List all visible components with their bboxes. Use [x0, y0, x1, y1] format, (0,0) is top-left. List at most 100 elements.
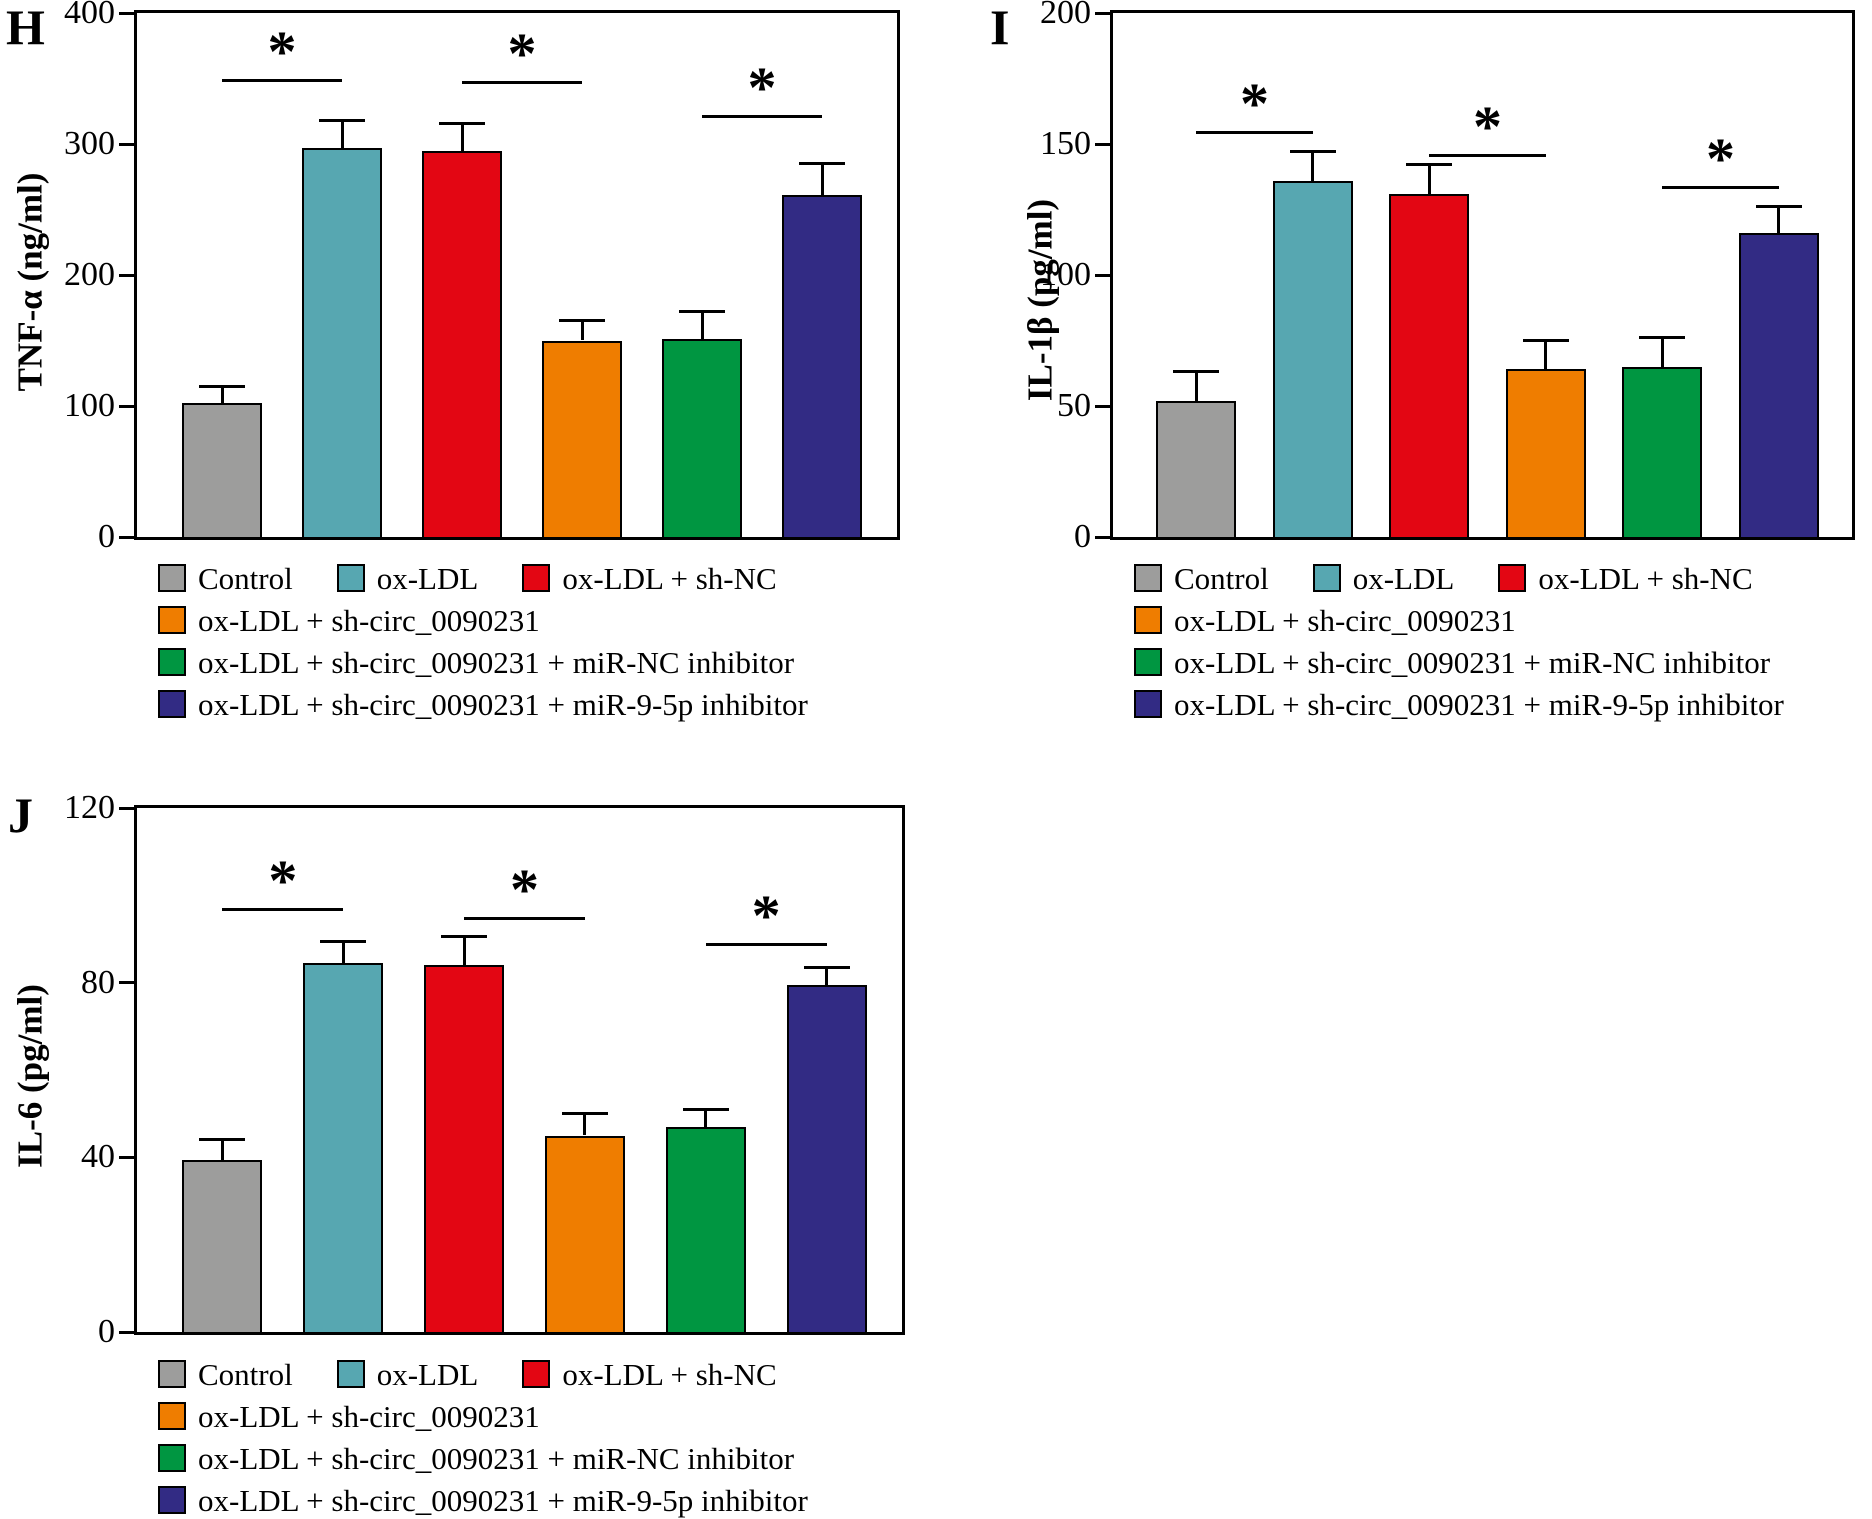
legend-label: ox-LDL + sh-NC [1538, 560, 1753, 596]
error-bar-line [580, 320, 584, 341]
legend-swatch-red [522, 1360, 551, 1388]
y-tick-label: 400 [64, 0, 115, 31]
legend-entry: ox-LDL + sh-NC [1498, 560, 1753, 596]
legend-swatch-gray [158, 1360, 186, 1388]
y-tick-mark [119, 981, 134, 985]
bar-orange [1505, 369, 1586, 537]
legend-label: ox-LDL + sh-circ_0090231 + miR-9-5p inhi… [1174, 686, 1784, 722]
error-bar-line [704, 1109, 708, 1127]
bar-orange [544, 1135, 625, 1332]
y-tick-mark [1095, 535, 1110, 539]
error-bar-cap [319, 118, 365, 122]
legend-entry: ox-LDL [336, 560, 479, 596]
bar-green [662, 339, 742, 537]
legend-label: ox-LDL + sh-circ_0090231 [198, 1398, 540, 1434]
legend-label: ox-LDL [1352, 560, 1455, 596]
significance-asterisk: * [1706, 125, 1735, 191]
legend-entry: ox-LDL + sh-NC [522, 563, 777, 594]
panel-letter-J: J [8, 787, 33, 843]
legend-entry: ox-LDL + sh-circ_0090231 + miR-9-5p inhi… [158, 1485, 808, 1516]
plot-area-I: 0 50 100 150 200 * * * [1040, 0, 1855, 554]
legend-row: Control ox-LDL ox-LDL + sh-NC [158, 1358, 808, 1390]
significance-line [222, 908, 344, 912]
legend-entry: ox-LDL + sh-NC [522, 1359, 777, 1390]
error-bar-cap [679, 310, 725, 314]
legend-row: ox-LDL + sh-circ_0090231 + miR-9-5p inhi… [1134, 688, 1784, 720]
legend-entry: ox-LDL [336, 1356, 479, 1392]
error-bar-line [1311, 151, 1315, 181]
y-tick-mark [119, 1155, 134, 1159]
y-tick-mark [1095, 11, 1110, 15]
legend-swatch-orange [1134, 606, 1162, 634]
legend-row: ox-LDL + sh-circ_0090231 [158, 604, 808, 636]
bar-red [424, 965, 505, 1332]
significance-line [702, 115, 822, 119]
y-tick-mark [119, 535, 134, 539]
significance-asterisk: * [1240, 70, 1269, 136]
legend-swatch-orange [158, 1402, 186, 1430]
error-bar-line [462, 936, 466, 966]
legend-entry: Control [158, 1359, 293, 1390]
legend-label: ox-LDL [376, 560, 479, 596]
legend-swatch-teal [336, 564, 365, 592]
bar-teal [302, 147, 382, 537]
error-bar-cap [803, 965, 850, 969]
significance-line [462, 81, 582, 85]
legend-label: ox-LDL + sh-circ_0090231 + miR-NC inhibi… [198, 1440, 795, 1476]
panel-letter-I: I [990, 0, 1010, 55]
y-tick-label: 150 [1040, 125, 1091, 162]
panel-letter-H: H [6, 0, 45, 55]
significance-line [464, 917, 585, 921]
legend-row: ox-LDL + sh-circ_0090231 + miR-NC inhibi… [158, 1442, 808, 1474]
legend-row: ox-LDL + sh-circ_0090231 + miR-NC inhibi… [1134, 646, 1784, 678]
significance-asterisk: * [268, 848, 298, 914]
error-bar-line [1544, 340, 1548, 370]
legend-swatch-orange [158, 606, 186, 634]
error-bar-cap [320, 939, 367, 943]
bar-gray [182, 403, 262, 537]
error-bar-line [340, 120, 344, 148]
error-bar-line [341, 941, 345, 963]
y-tick-mark [119, 404, 134, 408]
legend-entry: ox-LDL + sh-circ_0090231 [158, 1401, 540, 1432]
y-tick-mark [1095, 142, 1110, 146]
legend-row: ox-LDL + sh-circ_0090231 [1134, 604, 1784, 636]
legend-swatch-red [522, 564, 551, 592]
legend-row: ox-LDL + sh-circ_0090231 [158, 1400, 808, 1432]
legend-swatch-navy [1134, 690, 1162, 718]
y-tick-label: 200 [1040, 0, 1091, 31]
legend-label: ox-LDL + sh-circ_0090231 + miR-NC inhibi… [198, 644, 795, 680]
error-bar-cap [439, 121, 485, 125]
significance-asterisk: * [507, 21, 537, 87]
legend-swatch-gray [158, 564, 186, 592]
error-bar-line [220, 386, 224, 404]
legend-row: Control ox-LDL ox-LDL + sh-NC [1134, 562, 1784, 594]
plot-area-J: 0 40 80 120 * * * [64, 791, 905, 1349]
y-tick-label: 120 [64, 789, 115, 826]
error-bar-cap [1289, 150, 1336, 154]
legend-swatch-gray [1134, 564, 1162, 592]
significance-asterisk: * [510, 857, 539, 923]
significance-line [1196, 130, 1313, 134]
error-bar-line [583, 1113, 587, 1136]
legend-row: Control ox-LDL ox-LDL + sh-NC [158, 562, 808, 594]
bar-green [665, 1126, 746, 1332]
y-tick-label: 0 [98, 518, 115, 555]
legend-swatch-navy [158, 690, 186, 718]
error-bar-line [1427, 164, 1431, 194]
legend-entry: ox-LDL + sh-circ_0090231 [158, 605, 540, 636]
legend-label: ox-LDL + sh-circ_0090231 + miR-9-5p inhi… [198, 686, 808, 722]
legend-label: ox-LDL + sh-circ_0090231 [198, 602, 540, 638]
y-tick-label: 0 [98, 1313, 115, 1350]
error-bar-line [1777, 206, 1781, 234]
error-bar-line [820, 163, 824, 196]
error-bar-cap [559, 319, 605, 323]
error-bar-line [1660, 337, 1664, 367]
legend-entry: ox-LDL [1312, 560, 1455, 596]
legend-label: ox-LDL + sh-circ_0090231 [1174, 602, 1516, 638]
y-tick-mark [1095, 404, 1110, 408]
legend-swatch-navy [158, 1486, 186, 1514]
legend-label: ox-LDL [376, 1356, 479, 1392]
legend-entry: ox-LDL + sh-circ_0090231 + miR-NC inhibi… [158, 1443, 794, 1474]
